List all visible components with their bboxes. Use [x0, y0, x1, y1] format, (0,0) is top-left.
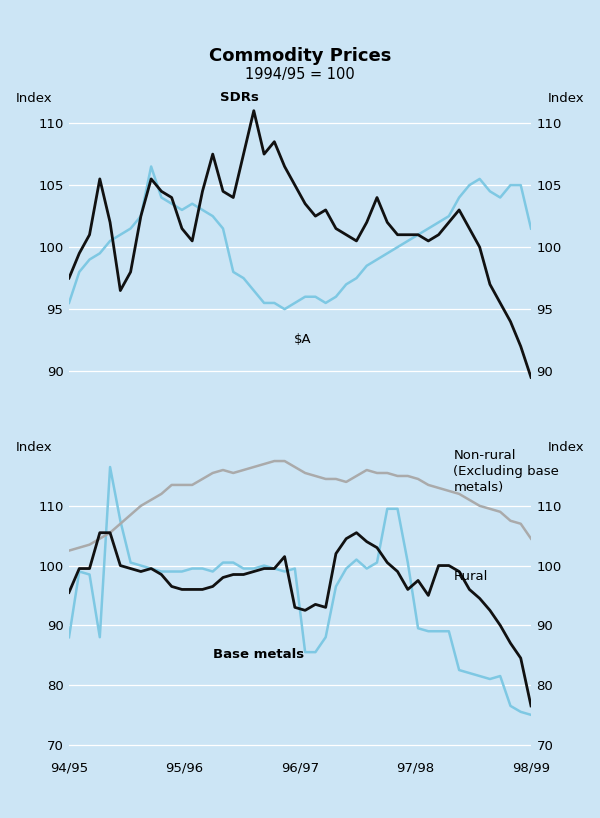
Text: $A: $A [294, 333, 311, 346]
Text: Index: Index [548, 92, 584, 106]
Text: Index: Index [16, 441, 52, 454]
Text: Index: Index [16, 92, 52, 106]
Text: Commodity Prices: Commodity Prices [209, 47, 391, 65]
Text: SDRs: SDRs [220, 91, 259, 104]
Text: Non-rural
(Excluding base
metals): Non-rural (Excluding base metals) [454, 449, 559, 494]
Text: 1994/95 = 100: 1994/95 = 100 [245, 67, 355, 82]
Text: Base metals: Base metals [213, 648, 304, 661]
Text: Index: Index [548, 441, 584, 454]
Text: Rural: Rural [454, 570, 488, 583]
